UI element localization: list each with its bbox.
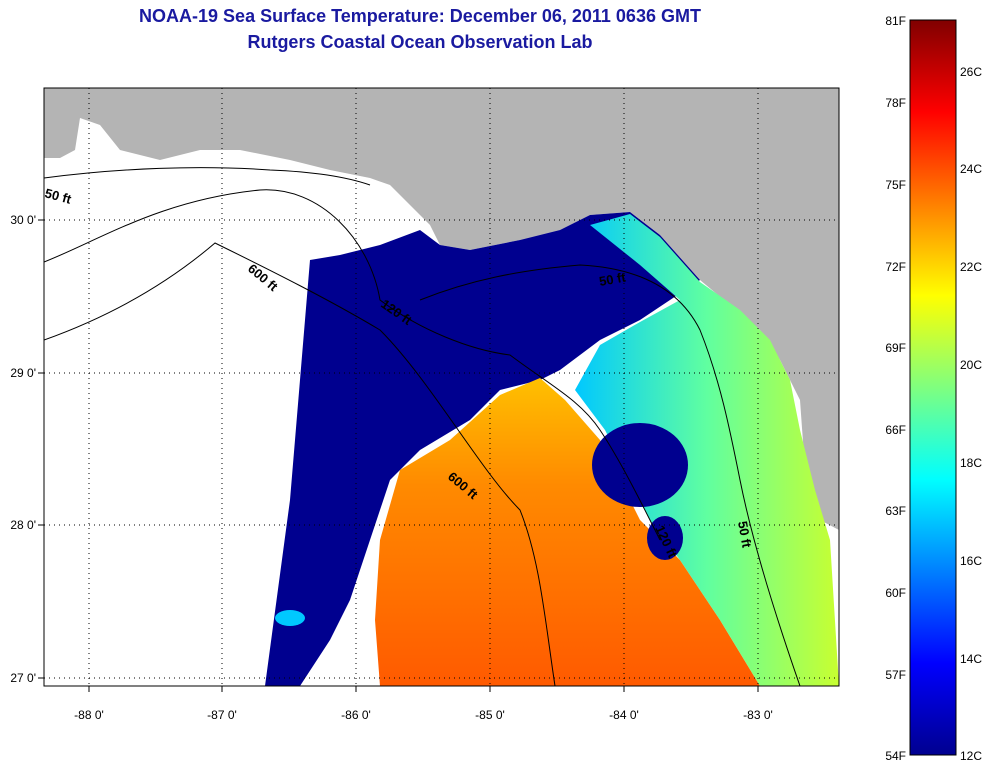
celsius-label: 12C [960, 749, 982, 763]
contour-600ft-west [44, 242, 556, 686]
colorbar-celsius-labels: 26C 24C 22C 20C 18C 16C 14C 12C [960, 65, 982, 763]
fahrenheit-label: 66F [885, 423, 906, 437]
lat-tick-label: 28 0' [10, 518, 36, 532]
celsius-label: 26C [960, 65, 982, 79]
celsius-label: 20C [960, 358, 982, 372]
warm-water-region [375, 378, 760, 686]
lon-tick-label: -86 0' [341, 708, 371, 722]
fahrenheit-label: 81F [885, 14, 906, 28]
map-plot-area [44, 88, 839, 686]
lat-tick-label: 27 0' [10, 671, 36, 685]
celsius-label: 16C [960, 554, 982, 568]
fahrenheit-label: 63F [885, 504, 906, 518]
fahrenheit-label: 60F [885, 586, 906, 600]
contour-50ft-west [44, 167, 371, 186]
lon-tick-label: -88 0' [74, 708, 104, 722]
map-subtitle: Rutgers Coastal Ocean Observation Lab [247, 32, 593, 52]
contour-50ft-east [419, 264, 801, 686]
map-title: NOAA-19 Sea Surface Temperature: Decembe… [139, 6, 701, 26]
contour-label-50ft-west: 50 ft [43, 185, 73, 207]
lon-tick-label: -83 0' [743, 708, 773, 722]
land-mass [44, 88, 839, 530]
lon-tick-label: -84 0' [609, 708, 639, 722]
lat-tick-label: 30 0' [10, 213, 36, 227]
small-eddy [275, 610, 305, 626]
shelf-water-region [575, 214, 839, 686]
map-frame [43, 87, 840, 687]
tick-marks [38, 219, 759, 692]
contour-label-50ft-east: 50 ft [735, 520, 755, 550]
fahrenheit-label: 72F [885, 260, 906, 274]
celsius-label: 14C [960, 652, 982, 666]
colorbar-fahrenheit-labels: 81F 78F 75F 72F 69F 66F 63F 60F 57F 54F [885, 14, 906, 763]
lon-tick-label: -87 0' [207, 708, 237, 722]
lat-tick-label: 29 0' [10, 366, 36, 380]
celsius-label: 24C [960, 162, 982, 176]
lon-tick-label: -85 0' [475, 708, 505, 722]
fahrenheit-label: 69F [885, 341, 906, 355]
celsius-label: 18C [960, 456, 982, 470]
fahrenheit-label: 75F [885, 178, 906, 192]
fahrenheit-label: 54F [885, 749, 906, 763]
contour-label-50ft-north: 50 ft [598, 269, 628, 289]
cold-eddy [592, 423, 688, 507]
fahrenheit-label: 78F [885, 96, 906, 110]
cold-patch [647, 516, 683, 560]
fahrenheit-label: 57F [885, 668, 906, 682]
celsius-label: 22C [960, 260, 982, 274]
colorbar [909, 19, 957, 756]
contour-120ft [44, 189, 661, 541]
cold-water-region [265, 212, 700, 686]
